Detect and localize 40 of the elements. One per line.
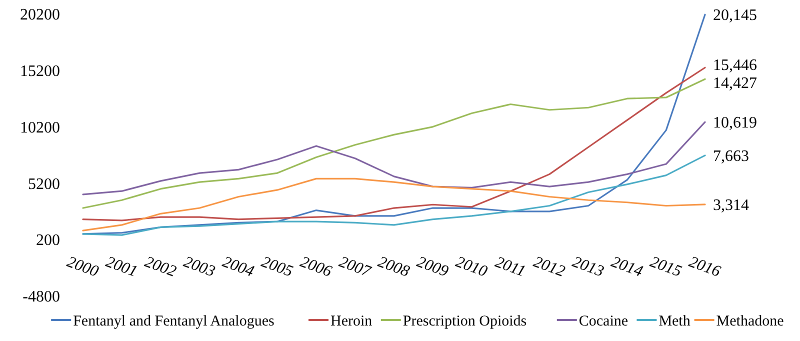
y-tick-label: -4800 bbox=[22, 288, 60, 306]
x-tick-label: 2001 bbox=[104, 254, 140, 280]
line-series bbox=[82, 154, 706, 236]
data-label: 20,145 bbox=[713, 7, 757, 24]
legend-label: Prescription Opioids bbox=[402, 313, 527, 330]
x-tick-label: 2003 bbox=[181, 254, 218, 280]
line-series bbox=[82, 78, 706, 209]
data-label: 14,427 bbox=[713, 74, 757, 92]
x-tick-label: 2014 bbox=[608, 254, 645, 280]
legend-label: Meth bbox=[658, 313, 691, 330]
y-tick-label: 200 bbox=[36, 232, 60, 250]
data-label: 7,663 bbox=[713, 148, 749, 166]
line-series bbox=[82, 178, 706, 232]
x-tick-label: 2012 bbox=[531, 254, 568, 280]
x-tick-label: 2002 bbox=[142, 254, 178, 280]
x-tick-label: 2004 bbox=[220, 254, 256, 280]
x-tick-label: 2008 bbox=[376, 254, 412, 280]
legend-label: Fentanyl and Fentanyl Analogues bbox=[73, 313, 274, 330]
y-tick-label: 20200 bbox=[20, 6, 60, 24]
data-label: 15,446 bbox=[713, 56, 757, 74]
y-tick-label: 15200 bbox=[20, 63, 60, 80]
data-label: 10,619 bbox=[713, 114, 757, 132]
x-tick-label: 2005 bbox=[259, 254, 295, 280]
legend-label: Heroin bbox=[330, 313, 373, 330]
y-tick-label: 5200 bbox=[28, 176, 60, 193]
x-tick-label: 2015 bbox=[648, 254, 684, 280]
x-tick-label: 2013 bbox=[570, 254, 606, 280]
y-tick-label: 10200 bbox=[20, 119, 60, 136]
line-series bbox=[82, 66, 706, 222]
x-tick-label: 2016 bbox=[686, 254, 723, 280]
x-tick-label: 2010 bbox=[453, 254, 490, 280]
legend-label: Methadone bbox=[716, 313, 784, 330]
x-tick-label: 2011 bbox=[492, 254, 528, 280]
x-tick-label: 2006 bbox=[298, 254, 334, 280]
x-tick-label: 2000 bbox=[64, 254, 101, 280]
data-label: 3,314 bbox=[713, 197, 749, 214]
x-tick-label: 2009 bbox=[414, 254, 450, 280]
legend-label: Cocaine bbox=[578, 313, 628, 330]
x-tick-label: 2007 bbox=[336, 254, 374, 281]
line-series bbox=[82, 121, 706, 196]
